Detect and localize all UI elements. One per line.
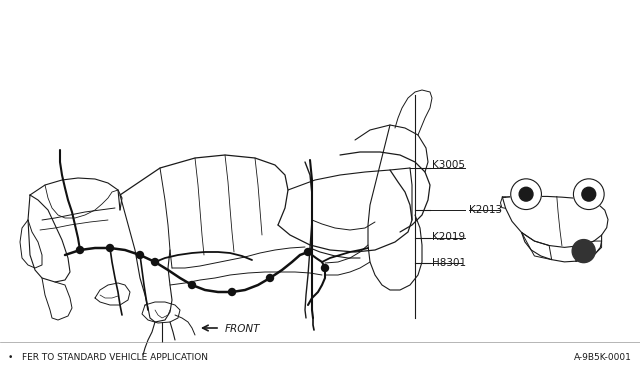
Circle shape — [266, 275, 273, 282]
Text: A-9B5K-0001: A-9B5K-0001 — [574, 353, 632, 362]
Circle shape — [106, 244, 113, 251]
Circle shape — [136, 251, 143, 259]
Text: K2013: K2013 — [469, 205, 502, 215]
Circle shape — [511, 179, 541, 209]
Circle shape — [573, 179, 604, 209]
Circle shape — [519, 187, 533, 201]
Circle shape — [228, 289, 236, 295]
Text: K2019: K2019 — [432, 232, 465, 242]
Text: K3005: K3005 — [432, 160, 465, 170]
Circle shape — [77, 247, 83, 253]
Circle shape — [189, 282, 195, 289]
Circle shape — [572, 240, 595, 263]
Text: FRONT: FRONT — [225, 324, 260, 334]
Text: H8301: H8301 — [432, 258, 466, 268]
Text: •   FER TO STANDARD VEHICLE APPLICATION: • FER TO STANDARD VEHICLE APPLICATION — [8, 353, 208, 362]
Circle shape — [152, 259, 159, 266]
Circle shape — [582, 187, 596, 201]
Circle shape — [321, 264, 328, 272]
Circle shape — [305, 248, 312, 256]
